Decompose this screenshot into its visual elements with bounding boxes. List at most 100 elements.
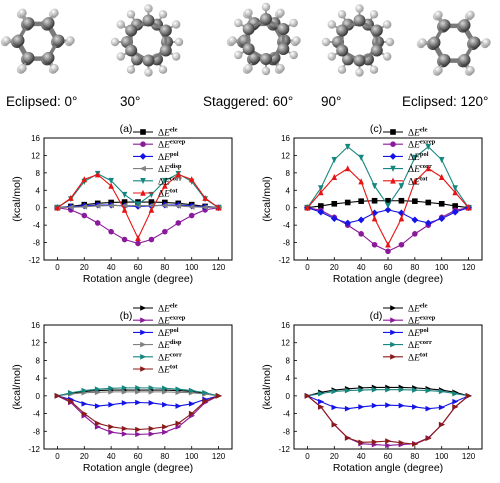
data-point-pol [438,404,446,411]
data-point-pol [121,400,128,406]
data-point-exrep [94,220,101,226]
conformation-label-eclipsed-0: Eclipsed: 0° [6,94,78,109]
y-axis-label: (kcal/mol) [11,176,23,222]
y-tick-label: 4 [36,374,41,383]
legend-marker-corr [140,354,147,360]
y-tick-label: 12 [31,151,40,160]
data-point-ele [121,199,128,205]
data-point-disp [161,202,168,209]
data-point-corr [108,385,115,392]
legend-label-exrep: ΔEexrep [408,139,436,151]
data-point-tot [371,215,378,222]
x-tick-label: 120 [462,263,476,272]
data-point-disp [135,389,142,395]
data-point-disp [94,203,101,209]
data-point-tot [358,439,365,446]
data-point-corr [452,390,459,397]
data-point-pol [357,216,365,224]
y-axis-label: (kcal/mol) [261,176,273,222]
data-point-tot [318,189,324,196]
series-pol [304,393,472,412]
data-point-tot [215,393,222,399]
data-point-corr [385,202,391,209]
data-point-ele [148,199,155,205]
data-point-ele [371,197,378,204]
y-tick-label: 8 [286,356,291,365]
x-tick-label: 0 [305,263,310,272]
legend-entry-ele: ΔEele [383,127,428,139]
panel-title: (d) [370,310,383,322]
data-point-pol [398,402,405,409]
data-point-tot [121,206,128,213]
data-point-tot [54,393,61,399]
conformation-label-30: 30° [120,94,141,109]
x-tick-label: 60 [134,452,143,461]
y-tick-label: 0 [286,392,291,401]
data-point-exrep [108,429,115,435]
x-tick-label: 120 [212,452,226,461]
data-point-exrep [81,212,88,219]
legend-entry-ele: ΔEele [133,303,178,315]
data-point-exrep [385,442,392,449]
data-point-pol [412,404,419,410]
legend-entry-corr: ΔEcorr [133,175,182,187]
legend-entry-tot: ΔEtot [133,364,178,376]
data-point-tot [162,424,169,430]
data-point-tot [371,439,378,445]
legend-marker-tot [390,354,397,360]
data-point-tot [398,215,405,222]
data-point-tot [108,424,115,430]
legend-entry-corr: ΔEcorr [383,163,432,175]
data-point-corr [425,143,432,151]
legend-marker-pol [390,329,397,336]
data-point-exrep [108,228,114,235]
molecule-90 [321,4,395,77]
data-point-exrep [175,424,182,430]
y-tick-label: 12 [281,339,290,348]
data-point-pol [344,405,352,412]
legend-entry-corr: ΔEcorr [383,339,432,351]
legend-entry-ele: ΔEele [133,127,178,139]
x-tick-label: 0 [55,452,60,461]
data-point-pol [438,215,446,223]
data-point-pol [135,399,142,406]
data-point-tot [202,398,209,404]
data-point-tot [425,165,432,172]
data-point-disp [80,204,88,210]
data-point-exrep [385,248,391,255]
y-tick-label: -12 [278,445,290,454]
data-point-disp [67,204,74,211]
chart-panel-b: (b) -12 -8 -4 0 4 8 12 16 0 20 40 60 80 100 120 Rotation… [11,303,233,474]
data-point-corr [318,185,324,192]
data-point-corr [344,387,352,394]
data-point-pol [451,208,459,216]
data-point-corr [94,386,102,393]
data-point-exrep [121,431,128,437]
data-point-ele [412,198,418,204]
data-point-disp [201,204,208,211]
data-point-tot [188,410,196,417]
x-axis-label: Rotation angle (degree) [83,273,193,285]
data-point-pol [385,402,392,408]
series-tot [304,393,472,447]
series-corr [304,386,472,399]
y-tick-label: -12 [278,256,290,265]
legend-marker-corr [390,341,397,348]
y-tick-label: -4 [283,221,291,230]
data-point-pol [188,401,196,407]
legend-entry-pol: ΔEpol [133,151,179,163]
panel-title: (a) [120,123,133,135]
legend-entry-exrep: ΔEexrep [133,139,186,151]
y-tick-label: -4 [33,410,41,419]
x-tick-label: 20 [330,263,339,272]
data-point-pol [452,398,459,405]
x-tick-label: 100 [185,452,199,461]
chart-panel-a: (a) -12 -8 -4 0 4 8 12 16 0 20 40 60 80 100 120 Rotation… [11,123,233,285]
legend-entry-exrep: ΔEexrep [383,315,436,327]
legend-entry-tot: ΔEtot [383,175,428,187]
legend-label-pol: ΔEpol [408,327,429,339]
data-point-corr [175,386,182,393]
legend-entry-disp: ΔEdisp [133,163,182,175]
legend-label-corr: ΔEcorr [408,163,432,175]
